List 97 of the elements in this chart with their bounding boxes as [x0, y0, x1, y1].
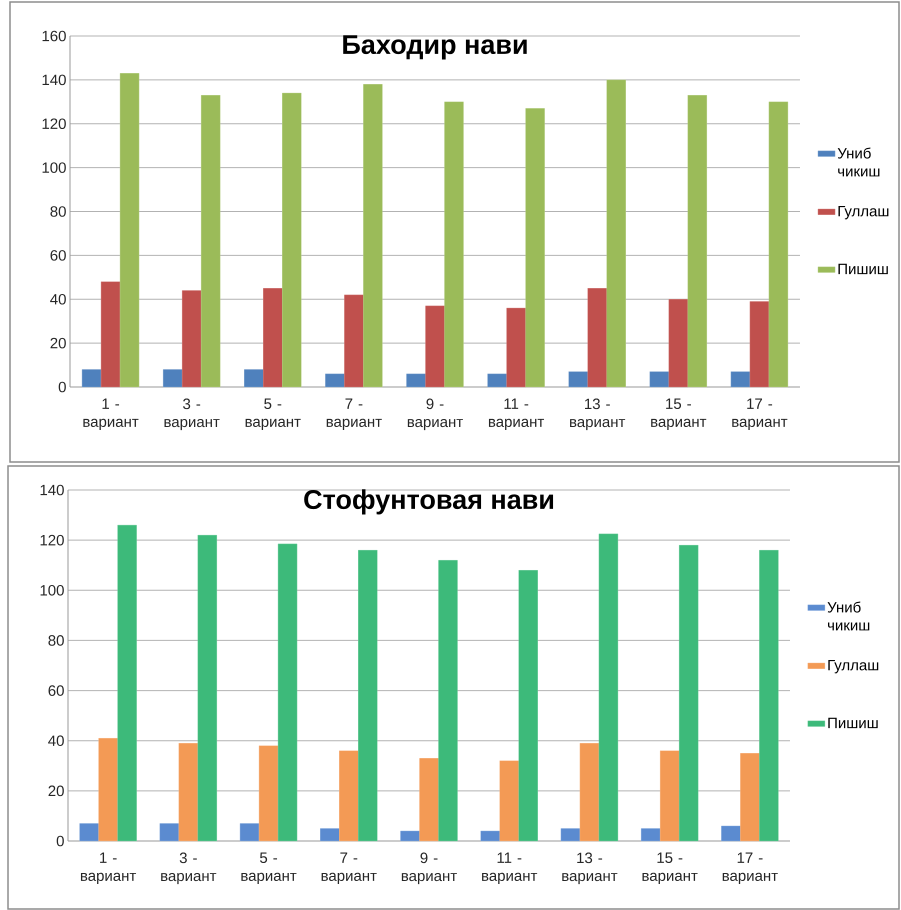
x-tick-label: 15 - вариант: [651, 398, 706, 430]
bar: [740, 753, 760, 842]
x-tick-label: 7 - вариант: [322, 852, 377, 884]
y-tick-label: 0: [58, 382, 66, 392]
y-tick-label: 0: [56, 836, 64, 846]
y-tick-label: 120: [42, 118, 66, 130]
bar: [480, 830, 500, 842]
y-tick-label: 100: [42, 162, 66, 173]
bar: [721, 826, 741, 842]
bar: [325, 374, 345, 388]
bar: [82, 369, 102, 388]
bar: [182, 290, 202, 388]
bar: [525, 108, 545, 388]
x-tick-label: 17 - вариант: [722, 852, 778, 884]
legend-label: Униб чикиш: [828, 601, 870, 630]
x-tick-label: 3 - вариант: [164, 398, 220, 430]
bar: [339, 750, 358, 842]
bar: [500, 760, 519, 842]
bar: [750, 301, 770, 388]
y-tick-label: 40: [48, 735, 64, 746]
legend-label: Пишиш: [828, 718, 878, 728]
bar: [320, 828, 340, 842]
bar: [560, 828, 580, 842]
chart-title: Баходир нави: [343, 35, 527, 60]
bar: [162, 369, 182, 388]
bar: [363, 84, 383, 388]
y-tick-label: 100: [40, 584, 64, 596]
y-tick-label: 140: [42, 74, 66, 86]
bar: [650, 371, 670, 388]
bar: [117, 524, 137, 842]
bar: [282, 92, 302, 388]
bar: [240, 823, 260, 842]
y-tick-label: 20: [50, 338, 66, 348]
x-tick-label: 13 - вариант: [570, 398, 626, 430]
bar: [568, 371, 588, 388]
bar: [678, 544, 698, 842]
bar: [344, 294, 364, 388]
bar: [730, 371, 750, 388]
x-tick-label: 17 - вариант: [732, 398, 788, 430]
legend-label: Гуллаш: [828, 660, 878, 674]
bar: [278, 544, 298, 842]
chart-title: Стофунтовая нави: [304, 489, 554, 514]
bar: [425, 306, 445, 388]
y-tick-label: 120: [40, 534, 64, 546]
legend-label: Униб чикиш: [838, 147, 880, 176]
bar: [487, 374, 507, 388]
bar: [198, 534, 218, 842]
x-tick-label: 9 - вариант: [402, 852, 457, 884]
x-tick-label: 1 - вариант: [80, 852, 136, 884]
bar: [406, 374, 426, 388]
bar: [759, 550, 779, 842]
x-tick-label: 3 - вариант: [161, 852, 216, 884]
bar: [258, 746, 278, 842]
bar: [419, 758, 439, 842]
y-tick-label: 60: [48, 685, 64, 696]
x-tick-label: 15 - вариант: [642, 852, 698, 884]
bar: [518, 570, 538, 842]
x-tick-label: 13 - вариант: [562, 852, 618, 884]
y-tick-label: 80: [50, 206, 66, 217]
legend-label: Гуллаш: [838, 206, 888, 220]
y-tick-label: 20: [48, 786, 64, 796]
bar: [580, 743, 600, 842]
bar: [178, 743, 198, 842]
x-tick-label: 9 - вариант: [408, 398, 463, 430]
x-tick-label: 11 - вариант: [488, 398, 544, 430]
bar: [100, 282, 120, 388]
bar: [640, 828, 660, 842]
bar: [200, 95, 220, 388]
bar: [660, 750, 680, 842]
bar: [438, 560, 458, 842]
bar: [160, 823, 180, 842]
bar: [263, 288, 282, 388]
x-tick-label: 1 - вариант: [83, 398, 138, 430]
bar: [400, 830, 420, 842]
bar: [688, 95, 708, 388]
x-tick-label: 11 - вариант: [482, 852, 538, 884]
bar: [768, 102, 788, 388]
y-tick-label: 60: [50, 250, 66, 261]
bar: [588, 288, 607, 388]
y-tick-label: 140: [40, 484, 64, 496]
bar: [98, 738, 118, 842]
y-tick-label: 80: [48, 635, 64, 646]
legend-label: Пишиш: [838, 264, 888, 274]
bar: [598, 534, 618, 842]
x-tick-label: 5 - вариант: [241, 852, 296, 884]
x-tick-label: 7 - вариант: [326, 398, 382, 430]
bar: [444, 102, 464, 388]
bar: [120, 73, 140, 388]
bar: [668, 299, 688, 388]
bar: [79, 823, 99, 842]
bar: [358, 550, 378, 842]
x-tick-label: 5 - вариант: [246, 398, 301, 430]
bar: [506, 308, 526, 388]
bar: [606, 80, 626, 388]
y-tick-label: 40: [50, 294, 66, 305]
y-tick-label: 160: [42, 30, 66, 42]
bar: [244, 369, 264, 388]
